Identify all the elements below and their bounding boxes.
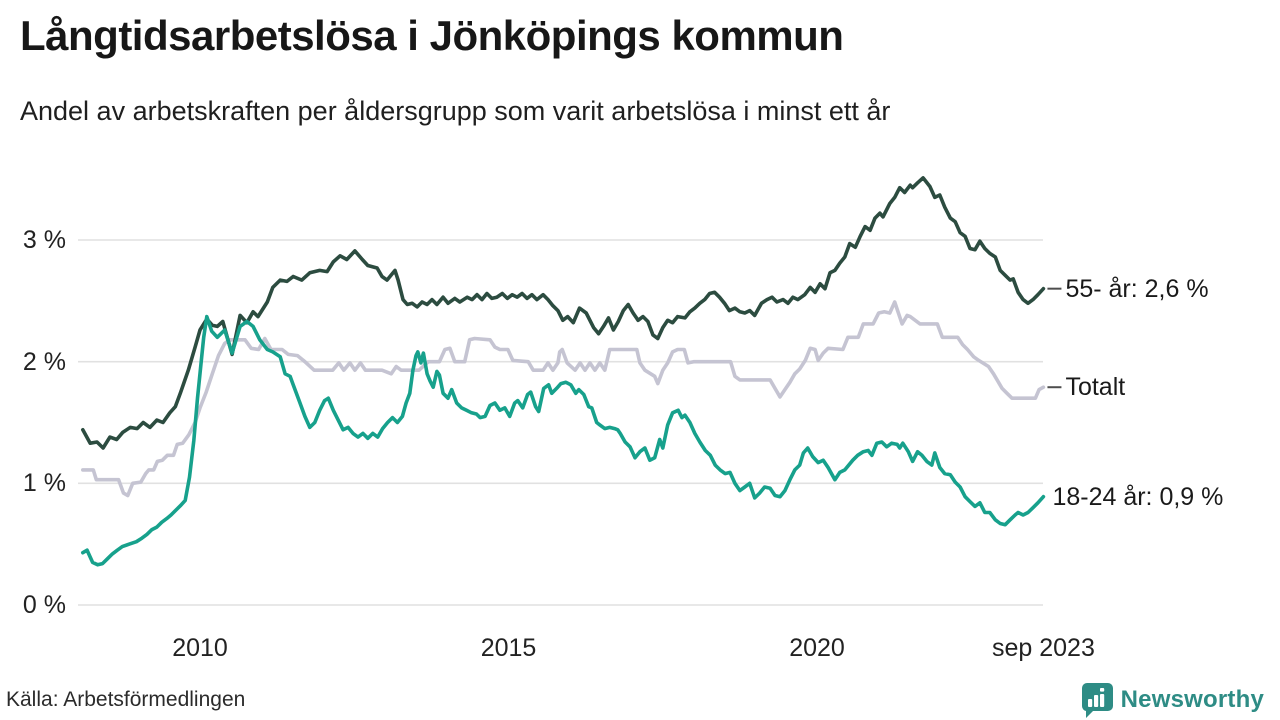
source-label: Källa: Arbetsförmedlingen [6,688,246,711]
page-subtitle: Andel av arbetskraften per åldersgrupp s… [20,96,891,126]
series-line-55-ar [81,176,1046,450]
x-axis-tick-label: 2015 [480,634,537,662]
series-end-label-totalt: Totalt [1065,373,1126,402]
series-end-label-18-24-ar: 18-24 år: 0,9 % [1052,482,1224,511]
newsworthy-logo: Newsworthy [1081,681,1264,719]
x-axis-tick-label: 2010 [172,634,228,662]
series-line-18-24-ar [81,314,1046,567]
page-title: Långtidsarbetslösa i Jönköpings kommun [20,12,844,59]
x-axis-tick-label: 2020 [789,634,845,662]
bar-chart-speech-bubble-icon [1081,683,1113,718]
y-axis-tick-label: 0 % [22,591,66,619]
y-axis-tick-label: 3 % [22,225,66,254]
y-axis-tick-label: 1 % [22,469,66,498]
series-end-label-55-ar: 55- år: 2,6 % [1065,274,1209,303]
newsworthy-wordmark: Newsworthy [1120,686,1264,713]
series-line-totalt [81,300,1046,498]
y-axis-tick-label: 2 % [22,347,66,376]
x-axis-tick-label: sep 2023 [992,634,1095,662]
